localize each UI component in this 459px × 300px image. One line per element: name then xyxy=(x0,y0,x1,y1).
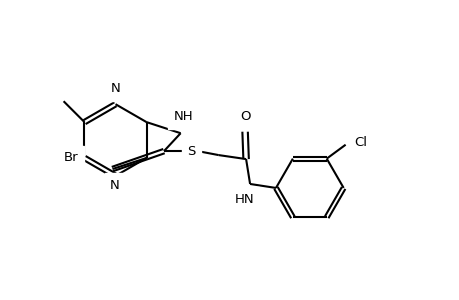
Text: O: O xyxy=(239,110,250,123)
Text: HN: HN xyxy=(234,193,253,206)
Text: Br: Br xyxy=(64,152,78,164)
Text: S: S xyxy=(187,145,195,158)
Text: N: N xyxy=(110,179,120,192)
Text: N: N xyxy=(111,82,120,95)
Text: NH: NH xyxy=(173,110,192,123)
Text: Cl: Cl xyxy=(354,136,367,149)
